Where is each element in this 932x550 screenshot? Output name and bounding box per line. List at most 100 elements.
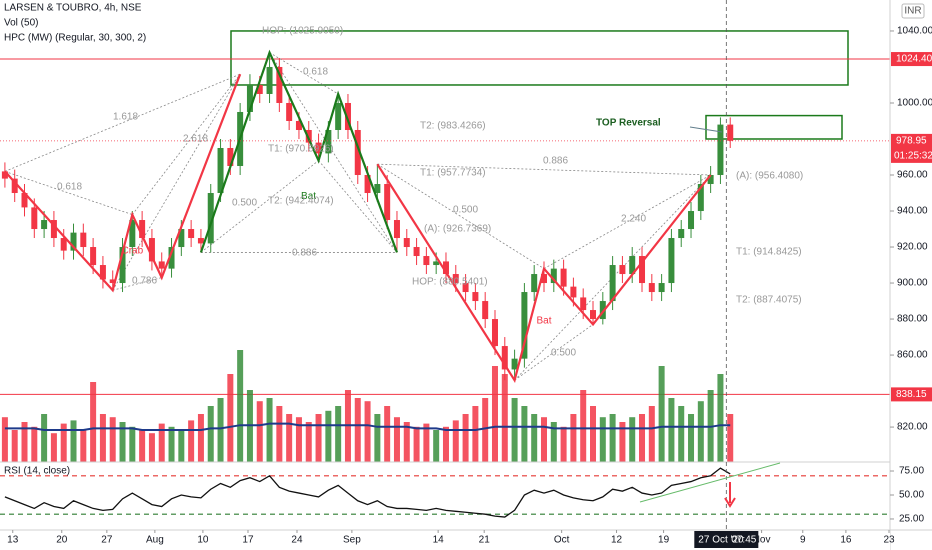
time-axis-bg xyxy=(0,530,890,550)
candle-body xyxy=(639,256,646,284)
annotation: T2: (983.4266) xyxy=(420,121,486,132)
candle-body xyxy=(119,247,126,284)
candle-body xyxy=(707,175,714,185)
volume-bar xyxy=(374,414,381,462)
volume-bar xyxy=(60,423,67,462)
candle-body xyxy=(188,229,195,239)
volume-bar xyxy=(531,414,538,462)
candle-body xyxy=(678,229,685,239)
volume-bar xyxy=(599,417,606,462)
volume-bar xyxy=(452,420,459,462)
candle-body xyxy=(99,265,106,280)
volume-bar xyxy=(31,426,38,462)
volume-ma xyxy=(4,422,731,431)
volume-bar xyxy=(727,414,734,462)
candle-body xyxy=(60,238,67,251)
volume-bar xyxy=(393,417,400,462)
volume-bar xyxy=(550,422,557,462)
annotation: HOP: (1025.9050) xyxy=(262,26,343,37)
volume-bar xyxy=(678,406,685,462)
reversal-arrow xyxy=(689,126,723,133)
candle-body xyxy=(70,232,77,251)
candle-body xyxy=(256,84,263,94)
annotation: 0.886 xyxy=(543,156,568,167)
candle-body xyxy=(413,247,420,257)
y-tick-label: 960.00 xyxy=(897,170,928,181)
candle-body xyxy=(1,171,8,179)
candle-body xyxy=(462,283,469,293)
volume-bar xyxy=(472,406,479,462)
volume-bar xyxy=(668,398,675,462)
volume-bar xyxy=(80,430,87,462)
pattern-connector xyxy=(4,73,241,172)
zone xyxy=(230,30,849,86)
y-tick-label: 1040.00 xyxy=(897,26,932,37)
x-tick-label: Oct xyxy=(554,535,570,546)
candle-body xyxy=(374,184,381,194)
volume-bar xyxy=(41,414,48,462)
volume-bar xyxy=(158,423,165,462)
volume-bar xyxy=(442,426,449,462)
indicator-label: HPC (MW) (Regular, 30, 300, 2) xyxy=(4,33,146,44)
currency-box[interactable] xyxy=(901,3,925,19)
annotation: 0.886 xyxy=(292,248,317,259)
pattern-connector xyxy=(112,277,162,291)
annotation: 1.618 xyxy=(113,112,138,123)
y-tick-label: 860.00 xyxy=(897,350,928,361)
annotation: 0.618 xyxy=(57,182,82,193)
pattern-leg xyxy=(199,49,399,253)
volume-bar xyxy=(119,422,126,462)
candle-body xyxy=(717,124,724,176)
y-tick-label: 900.00 xyxy=(897,278,928,289)
rsi-line xyxy=(4,467,731,518)
x-tick-label: Aug xyxy=(146,535,164,546)
level-box xyxy=(891,52,932,67)
pattern-connector xyxy=(269,52,339,95)
x-tick-label: 16 xyxy=(840,535,852,546)
volume-bar xyxy=(590,406,597,462)
candle-body xyxy=(688,211,695,230)
x-tick-label: Sep xyxy=(343,535,361,546)
volume-bar xyxy=(462,414,469,462)
candle-body xyxy=(335,102,342,130)
volume-bar xyxy=(178,430,185,462)
volume-bar xyxy=(70,420,77,462)
annotation: HOP: (880.5401) xyxy=(412,277,488,288)
last-price-label: 978.95 xyxy=(896,136,927,147)
candle-body xyxy=(619,265,626,275)
axes: 820.00 860.00 880.00 900.00 920.00 940.00 960.… xyxy=(4,0,932,548)
annotation: 0.786 xyxy=(132,276,157,287)
x-tick-label: 13 xyxy=(7,535,19,546)
candle-body xyxy=(501,346,508,370)
x-tick-label: 17 xyxy=(242,535,254,546)
candle-body xyxy=(295,120,302,130)
volume-bar xyxy=(629,417,636,462)
candle-body xyxy=(315,142,322,154)
candle-body xyxy=(344,102,351,130)
candle-body xyxy=(227,147,234,167)
volume-bar xyxy=(207,406,214,462)
volume-bar xyxy=(501,374,508,462)
volume-bar xyxy=(482,398,489,462)
pattern-connector xyxy=(4,171,133,215)
candle-body xyxy=(305,129,312,143)
x-tick-label: 24 xyxy=(291,535,303,546)
y-tick-label: 920.00 xyxy=(897,242,928,253)
annotation: 2.240 xyxy=(621,214,646,225)
rsi-tick-label: 75.00 xyxy=(899,466,924,477)
level-label: 838.15 xyxy=(896,389,927,400)
annotation: T1: (914.8425) xyxy=(736,247,802,258)
volume-bar xyxy=(580,390,587,462)
volume-bar xyxy=(403,422,410,462)
annotation: (A): (956.4080) xyxy=(736,171,803,182)
countdown: 01:25:32 xyxy=(894,151,932,162)
volume-bar xyxy=(99,414,106,462)
indicator-label: Vol (50) xyxy=(4,18,38,29)
candle-body xyxy=(511,358,518,370)
volume-bar xyxy=(609,414,616,462)
candle-body xyxy=(403,238,410,248)
plot: Crab Bat Bat 1.618 0.618 2.618 0.786 0.618 HOP: … xyxy=(0,26,890,518)
volume-bar xyxy=(295,417,302,462)
volume-bar xyxy=(619,422,626,462)
volume-bar xyxy=(276,406,283,462)
